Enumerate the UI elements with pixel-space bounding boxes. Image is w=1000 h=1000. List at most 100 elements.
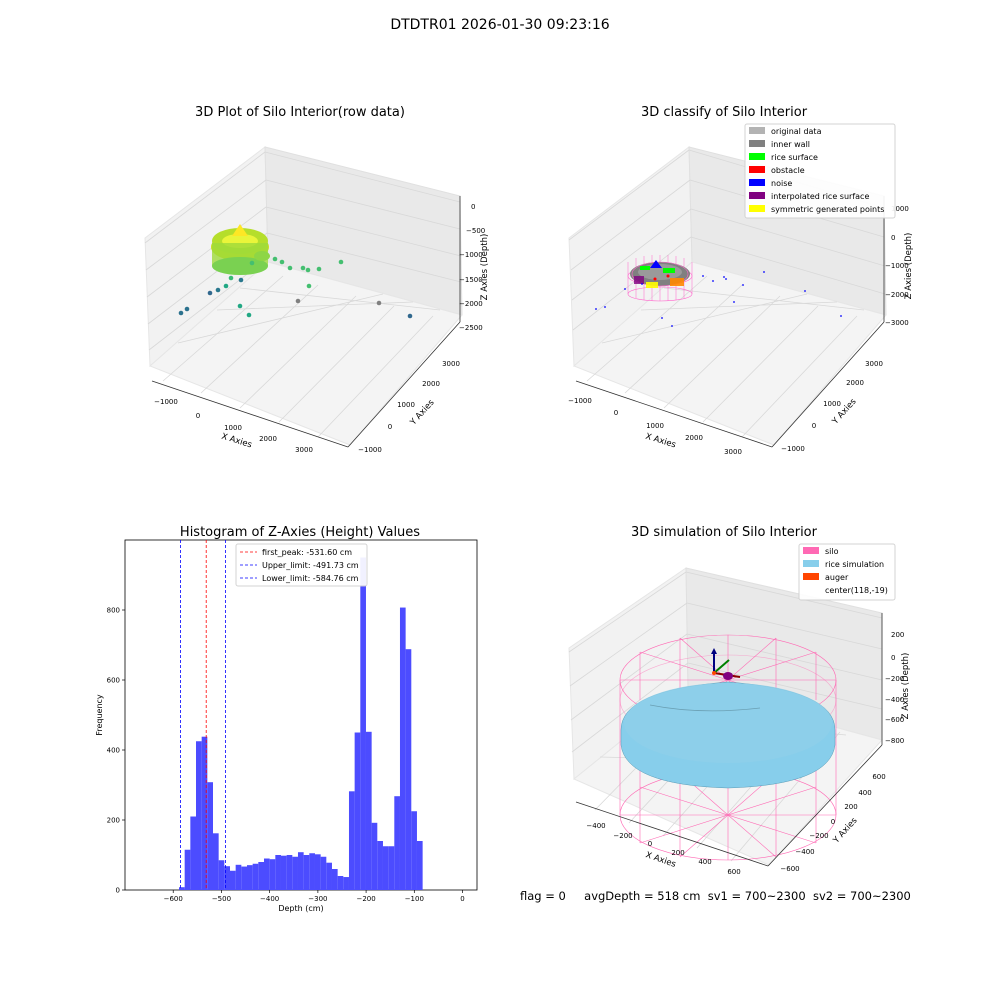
classify-z-tick-2: 0 [891, 234, 895, 242]
histogram-bar [252, 863, 259, 890]
classify-3d-plot: 3D classify of Silo Interior [568, 105, 914, 456]
raw-z-tick-3: −1000 [459, 251, 483, 259]
classify-z-tick-4: −2000 [885, 291, 909, 299]
histogram-chart: Histogram of Z-Axies (Height) Values −60… [95, 525, 478, 913]
histogram-y-tick-label: 800 [107, 607, 120, 615]
histogram-bar [411, 811, 417, 890]
sim-z-tick-1: 200 [891, 631, 904, 639]
classify-legend-swatch [749, 192, 765, 199]
raw-3d-plot: 3D Plot of Silo Interior(row data) [144, 105, 490, 454]
classify-z-tick-5: −3000 [885, 319, 909, 327]
classify-legend-swatch [749, 166, 765, 173]
sim-y-tick-2: 400 [858, 789, 871, 797]
raw-x-tick-2: 0 [196, 412, 200, 420]
sim-z-tick-3: −200 [885, 675, 904, 683]
histogram-bar [343, 877, 349, 890]
raw-z-tick-6: −2500 [459, 324, 483, 332]
simulation-legend-swatch [803, 547, 819, 554]
classify-legend-label: noise [771, 179, 792, 188]
classify-legend-label: original data [771, 127, 822, 136]
histogram-legend-label: first_peak: -531.60 cm [262, 548, 352, 557]
histogram-bar [241, 866, 247, 890]
histogram-y-tick-label: 0 [116, 887, 120, 895]
simulation-legend-label: silo [825, 547, 839, 556]
sim-x-tick-5: 400 [698, 858, 711, 866]
sim-x-tick-1: −400 [586, 822, 605, 830]
classify-legend-swatch [749, 127, 765, 134]
sim-x-tick-3: 0 [648, 840, 652, 848]
histogram-bar [354, 732, 361, 890]
simulation-legend-swatch [803, 573, 819, 580]
histogram-bar [314, 854, 321, 890]
histogram-bar [201, 736, 208, 890]
classify-x-axis-label: X Axies [644, 432, 677, 451]
histogram-bar [229, 870, 236, 890]
classify-y-tick-4: 2000 [846, 379, 864, 387]
histogram-bar [377, 841, 383, 890]
histogram-bar [382, 846, 389, 890]
simulation-3d-plot: 3D simulation of Silo Interior [568, 525, 911, 876]
histogram-bar [297, 852, 304, 890]
histogram-bar [286, 855, 293, 890]
simulation-legend-label: auger [825, 573, 849, 582]
histogram-x-tick-label: −500 [212, 895, 231, 903]
raw-z-tick-2: −500 [466, 227, 485, 235]
histogram-bar [190, 816, 197, 890]
classify-legend-label: interpolated rice surface [771, 192, 869, 201]
classify-y-tick-3: 1000 [823, 400, 841, 408]
rice-simulation-surface [620, 681, 836, 789]
histogram-bar [371, 822, 378, 890]
simulation-legend: silo rice simulation auger center(118,-19) [798, 543, 896, 601]
classify-y-tick-5: 3000 [865, 360, 883, 368]
histogram-bar [263, 858, 270, 890]
histogram-bar [405, 649, 412, 890]
flag-text: flag = 0 [520, 889, 566, 903]
raw-scatter-points [178, 256, 413, 319]
histogram-x-tick-label: −300 [308, 895, 327, 903]
classify-plot-title: 3D classify of Silo Interior [641, 105, 808, 120]
sim-y-tick-6: −400 [795, 848, 814, 856]
histogram-bar [292, 856, 298, 890]
sim-y-tick-3: 200 [844, 803, 857, 811]
classify-legend-label: symmetric generated points [771, 205, 884, 214]
avg-depth-text: avgDepth = 518 cm [584, 889, 701, 903]
raw-x-tick-5: 3000 [295, 446, 313, 454]
classify-z-tick-1: 1000 [891, 205, 909, 213]
raw-y-tick-4: 2000 [422, 380, 440, 388]
raw-z-tick-4: −1500 [459, 276, 483, 284]
histogram-bar [258, 862, 264, 890]
histogram-bar [224, 866, 230, 890]
classify-x-tick-2: 0 [614, 409, 618, 417]
classify-silo-cluster [627, 255, 693, 302]
classify-y-tick-1: −1000 [781, 445, 805, 453]
histogram-legend-label: Upper_limit: -491.73 cm [262, 561, 359, 570]
auger-marker [711, 648, 741, 680]
histogram-bar [394, 796, 400, 890]
sim-z-tick-6: −800 [885, 737, 904, 745]
histogram-legend: first_peak: -531.60 cm Upper_limit: -491.… [235, 543, 368, 587]
simulation-legend-label: center(118,-19) [825, 586, 888, 595]
raw-y-tick-3: 1000 [397, 401, 415, 409]
raw-y-tick-1: −1000 [358, 446, 382, 454]
histogram-bar [416, 841, 423, 890]
sim-x-tick-4: 200 [671, 849, 684, 857]
histogram-bar [235, 864, 242, 890]
raw-x-axis-label: X Axies [220, 432, 253, 451]
histogram-bar [331, 869, 338, 890]
classify-x-tick-4: 2000 [685, 434, 703, 442]
histogram-bar [320, 856, 327, 890]
raw-x-tick-4: 2000 [259, 435, 277, 443]
classify-z-axis-label: Z Axies (Depth) [904, 233, 914, 300]
classify-legend-label: inner wall [771, 140, 810, 149]
sim-y-tick-4: 0 [831, 818, 835, 826]
histogram-y-tick-label: 200 [107, 817, 120, 825]
classify-legend-swatch [749, 205, 765, 212]
classify-z-tick-3: −1000 [885, 262, 909, 270]
histogram-bar [326, 862, 332, 890]
sim-z-tick-4: −400 [885, 696, 904, 704]
histogram-title: Histogram of Z-Axies (Height) Values [180, 525, 420, 540]
status-footer: flag = 0 avgDepth = 518 cm sv1 = 700~230… [520, 889, 911, 903]
raw-z-axis-label: Z Axies (Depth) [480, 234, 490, 301]
classify-noise-points [595, 271, 842, 327]
sim-y-tick-5: −200 [809, 832, 828, 840]
